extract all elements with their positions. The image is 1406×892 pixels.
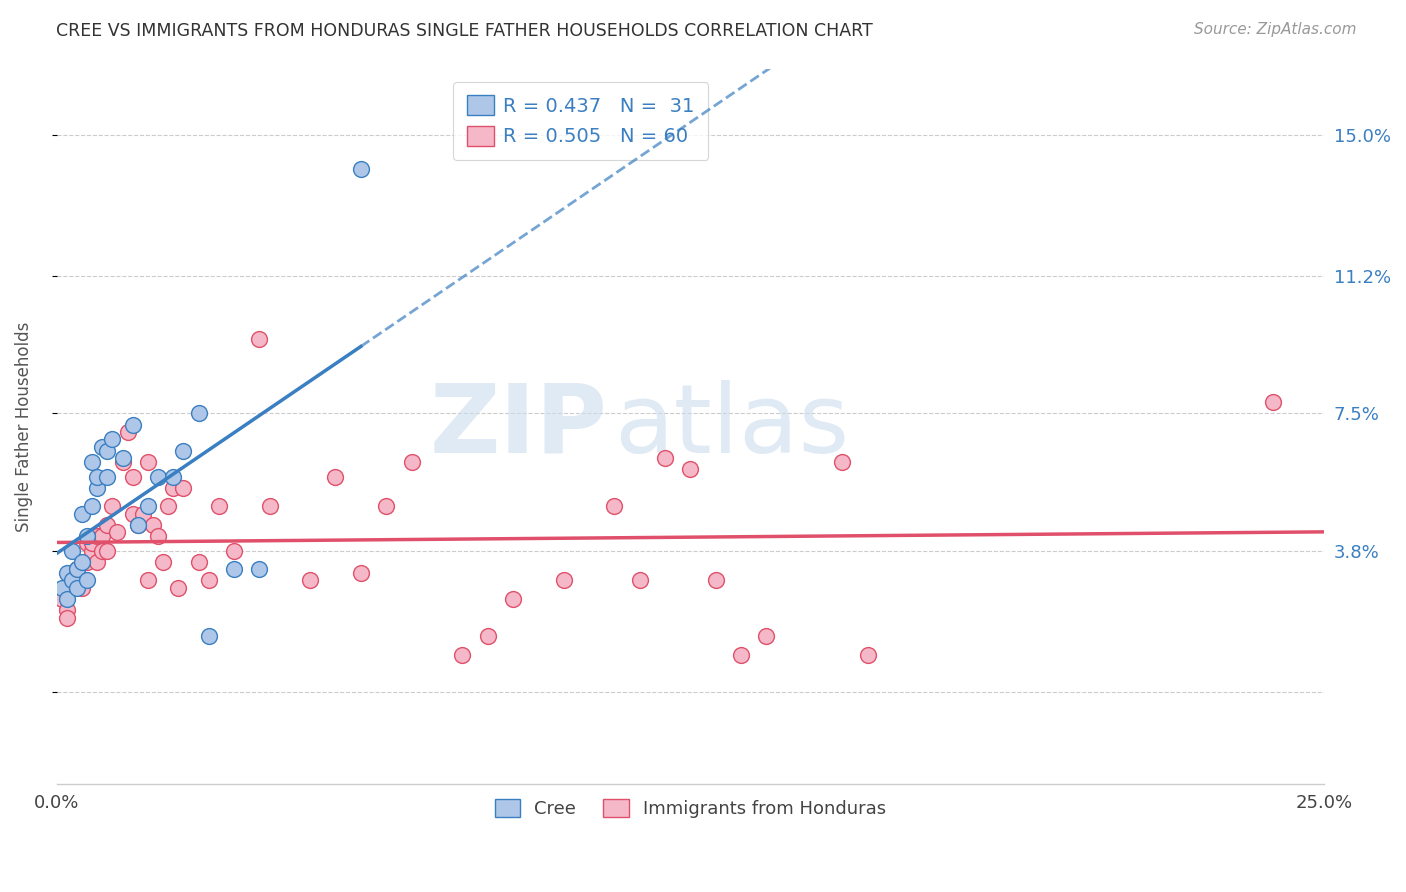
Point: [121, 469, 143, 483]
Point: [86, 469, 108, 483]
Point: [70, 507, 93, 521]
Point: [91, 543, 114, 558]
Point: [101, 433, 124, 447]
Point: [66, 566, 89, 580]
Point: [146, 469, 169, 483]
Point: [628, 574, 651, 588]
Point: [107, 525, 129, 540]
Point: [55, 566, 77, 580]
Point: [70, 581, 93, 595]
Point: [197, 574, 219, 588]
Point: [82, 500, 104, 514]
Point: [222, 543, 245, 558]
Point: [136, 500, 159, 514]
Point: [187, 555, 209, 569]
Point: [76, 574, 98, 588]
Point: [704, 574, 727, 588]
Point: [325, 469, 347, 483]
Point: [55, 591, 77, 606]
Point: [86, 481, 108, 495]
Point: [451, 648, 474, 662]
Point: [91, 440, 114, 454]
Y-axis label: Single Father Households: Single Father Households: [15, 321, 32, 532]
Point: [679, 462, 702, 476]
Point: [121, 507, 143, 521]
Point: [66, 562, 89, 576]
Point: [127, 517, 149, 532]
Point: [136, 574, 159, 588]
Point: [117, 425, 139, 439]
Point: [66, 581, 89, 595]
Point: [96, 543, 118, 558]
Point: [96, 443, 118, 458]
Point: [222, 562, 245, 576]
Point: [51, 591, 73, 606]
Point: [249, 562, 271, 576]
Point: [82, 543, 104, 558]
Point: [60, 581, 83, 595]
Point: [856, 648, 879, 662]
Point: [162, 481, 184, 495]
Point: [96, 517, 118, 532]
Point: [132, 507, 155, 521]
Point: [167, 581, 190, 595]
Point: [91, 529, 114, 543]
Point: [831, 455, 853, 469]
Point: [375, 500, 398, 514]
Point: [755, 629, 778, 643]
Point: [76, 555, 98, 569]
Point: [55, 610, 77, 624]
Point: [60, 574, 83, 588]
Text: ZIP: ZIP: [430, 380, 607, 473]
Point: [477, 629, 499, 643]
Point: [654, 450, 676, 465]
Point: [187, 407, 209, 421]
Point: [401, 455, 423, 469]
Point: [730, 648, 752, 662]
Point: [66, 562, 89, 576]
Legend: Cree, Immigrants from Honduras: Cree, Immigrants from Honduras: [488, 792, 893, 825]
Point: [299, 574, 322, 588]
Point: [197, 629, 219, 643]
Point: [76, 536, 98, 550]
Point: [86, 555, 108, 569]
Point: [82, 455, 104, 469]
Point: [142, 517, 165, 532]
Point: [259, 500, 281, 514]
Point: [82, 536, 104, 550]
Point: [86, 529, 108, 543]
Point: [70, 555, 93, 569]
Point: [127, 517, 149, 532]
Point: [553, 574, 575, 588]
Point: [101, 500, 124, 514]
Point: [172, 481, 194, 495]
Point: [76, 529, 98, 543]
Text: CREE VS IMMIGRANTS FROM HONDURAS SINGLE FATHER HOUSEHOLDS CORRELATION CHART: CREE VS IMMIGRANTS FROM HONDURAS SINGLE …: [56, 22, 873, 40]
Point: [157, 500, 180, 514]
Point: [152, 555, 174, 569]
Point: [60, 543, 83, 558]
Point: [111, 450, 134, 465]
Point: [350, 161, 373, 176]
Point: [146, 529, 169, 543]
Point: [55, 603, 77, 617]
Point: [51, 581, 73, 595]
Point: [172, 443, 194, 458]
Point: [60, 574, 83, 588]
Point: [502, 591, 524, 606]
Point: [70, 574, 93, 588]
Point: [1263, 395, 1285, 409]
Point: [96, 469, 118, 483]
Point: [249, 332, 271, 346]
Point: [111, 455, 134, 469]
Text: atlas: atlas: [614, 380, 849, 473]
Point: [350, 566, 373, 580]
Point: [603, 500, 626, 514]
Point: [121, 417, 143, 432]
Text: Source: ZipAtlas.com: Source: ZipAtlas.com: [1194, 22, 1357, 37]
Point: [136, 455, 159, 469]
Point: [162, 469, 184, 483]
Point: [208, 500, 231, 514]
